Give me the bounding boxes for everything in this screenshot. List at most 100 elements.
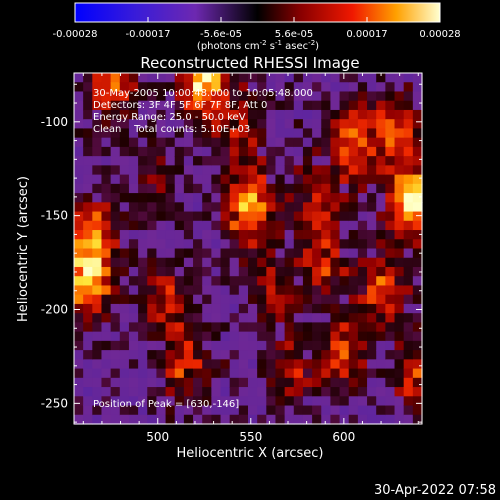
heatmap-cell [385,350,396,360]
heatmap-cell [165,73,176,83]
heatmap-cell [394,211,405,222]
heatmap-cell [412,248,423,259]
heatmap-cell [357,230,368,240]
heatmap-cell [202,340,212,351]
heatmap-cell [74,91,84,102]
heatmap-cell [147,276,158,287]
heatmap-cell [193,73,203,83]
heatmap-cell [183,183,194,194]
heatmap-cell [110,193,121,203]
heatmap-cell [385,183,396,194]
heatmap-cell [385,322,396,333]
heatmap-cell [165,193,176,203]
heatmap-cell [266,146,277,157]
heatmap-cell [193,359,203,370]
heatmap-cell [156,193,167,203]
heatmap-cell [293,128,304,139]
heatmap-cell [220,257,231,268]
heatmap-cell [339,340,350,351]
heatmap-cell [238,350,249,360]
heatmap-cell [119,294,130,305]
heatmap-cell [74,109,84,120]
heatmap-cell [376,119,386,130]
heatmap-cell [321,405,332,416]
heatmap-cell [339,165,350,176]
heatmap-cell [321,211,332,222]
heatmap-cell [275,405,286,416]
heatmap-cell [248,359,258,370]
heatmap-cell [193,266,203,277]
heatmap-cell [101,174,112,185]
heatmap-cell [376,285,386,296]
heatmap-cell [193,193,203,203]
heatmap-cell [119,377,130,388]
heatmap-cell [293,211,304,222]
heatmap-cell [275,174,286,185]
heatmap-cell [367,128,377,139]
heatmap-cell [211,109,222,120]
heatmap-cell [174,313,185,323]
heatmap-cell [119,165,130,176]
annotation-time-range: 30-May-2005 10:00:48.000 to 10:05:48.000 [93,88,313,99]
heatmap-cell [302,257,313,268]
heatmap-cell [92,109,103,120]
heatmap-cell [275,165,286,176]
heatmap-cell [193,100,203,111]
heatmap-cell [357,276,368,287]
heatmap-cell [238,174,249,185]
heatmap-cell [348,165,359,176]
heatmap-cell [220,202,231,213]
heatmap-cell [101,313,112,323]
heatmap-cell [92,359,103,370]
heatmap-cell [394,146,405,157]
heatmap-cell [110,340,121,351]
heatmap-cell [110,100,121,111]
heatmap-cell [394,266,405,277]
heatmap-cell [376,377,386,388]
heatmap-cell [275,266,286,277]
heatmap-cell [376,137,386,148]
heatmap-cell [248,377,258,388]
heatmap-cell [92,405,103,416]
heatmap-cell [211,257,222,268]
heatmap-cell [202,257,212,268]
heatmap-cell [257,119,267,130]
heatmap-cell [156,128,167,139]
heatmap-cell [92,202,103,213]
heatmap-cell [321,220,332,231]
heatmap-cell [211,91,222,102]
heatmap-cell [357,331,368,342]
heatmap-cell [174,146,185,157]
heatmap-cell [312,183,322,194]
heatmap-cell [147,220,158,231]
heatmap-cell [284,165,295,176]
heatmap-cell [128,257,139,268]
heatmap-cell [321,230,332,240]
heatmap-cell [312,322,322,333]
heatmap-cell [110,387,121,397]
heatmap-cell [138,220,148,231]
heatmap-cell [248,183,258,194]
heatmap-cell [156,137,167,148]
heatmap-cell [367,322,377,333]
heatmap-cell [339,230,350,240]
heatmap-cell [412,294,423,305]
heatmap-cell [211,239,222,250]
heatmap-cell [101,165,112,176]
heatmap-cell [348,82,359,93]
heatmap-cell [238,322,249,333]
heatmap-cell [412,313,423,323]
heatmap-cell [128,146,139,157]
heatmap-cell [266,202,277,213]
heatmap-cell [412,359,423,370]
heatmap-cell [156,109,167,120]
heatmap-cell [257,73,267,83]
heatmap-cell [193,128,203,139]
heatmap-cell [257,109,267,120]
heatmap-cell [202,294,212,305]
heatmap-cell [248,266,258,277]
heatmap-cell [248,396,258,407]
heatmap-cell [376,156,386,166]
heatmap-cell [101,257,112,268]
heatmap-cell [330,146,341,157]
